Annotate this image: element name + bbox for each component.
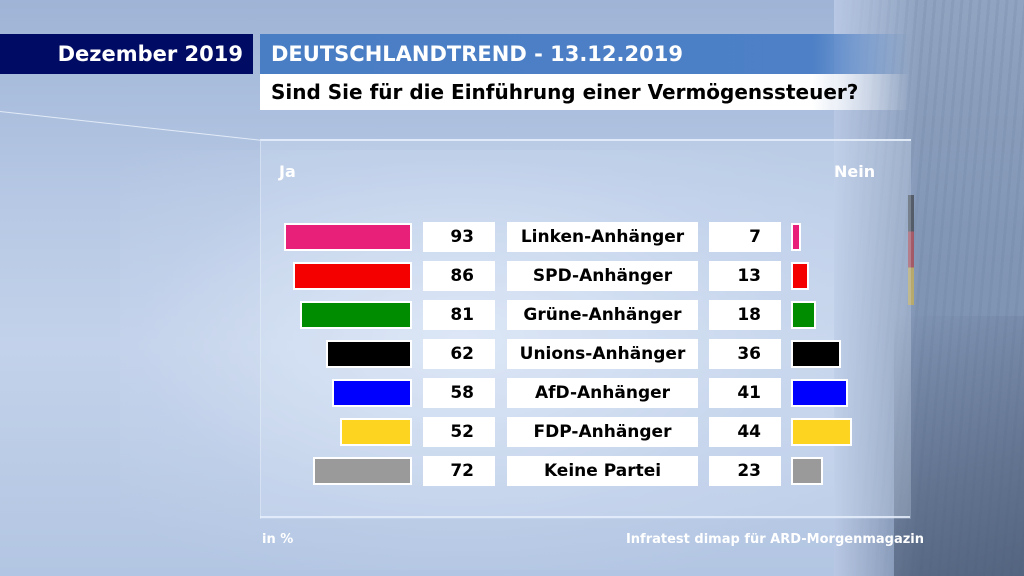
bar-nein: [791, 301, 816, 329]
chart-title: DEUTSCHLANDTREND - 13.12.2019: [260, 34, 910, 74]
category-label: FDP-Anhänger: [507, 417, 698, 447]
value-nein: 23: [709, 456, 781, 486]
decorative-line: [0, 111, 261, 141]
bar-ja: [340, 418, 412, 446]
bar-nein: [791, 418, 852, 446]
category-label: Keine Partei: [507, 456, 698, 486]
column-label-ja: Ja: [279, 162, 296, 181]
bar-ja: [300, 301, 412, 329]
value-nein: 36: [709, 339, 781, 369]
chart-row: 62 Unions-Anhänger 36: [0, 339, 1024, 369]
plenary-floor-image: [894, 316, 1024, 576]
value-nein: 13: [709, 261, 781, 291]
bar-nein: [791, 340, 841, 368]
bar-nein: [791, 262, 809, 290]
column-label-nein: Nein: [834, 162, 876, 181]
source-label: Infratest dimap für ARD-Morgenmagazin: [625, 532, 924, 547]
chart-row: 58 AfD-Anhänger 41: [0, 378, 1024, 408]
bar-ja: [293, 262, 412, 290]
value-ja: 72: [423, 456, 495, 486]
category-label: Linken-Anhänger: [507, 222, 698, 252]
chart-row: 93 Linken-Anhänger 7: [0, 222, 1024, 252]
bar-ja: [312, 457, 412, 485]
category-label: Grüne-Anhänger: [507, 300, 698, 330]
bar-ja: [326, 340, 412, 368]
value-nein: 18: [709, 300, 781, 330]
chart-panel-bottom-line: [260, 516, 910, 518]
value-ja: 86: [423, 261, 495, 291]
chart-question: Sind Sie für die Einführung einer Vermög…: [260, 74, 910, 110]
value-nein: 44: [709, 417, 781, 447]
chart-row: 72 Keine Partei 23: [0, 456, 1024, 486]
value-ja: 58: [423, 378, 495, 408]
chart-row: 81 Grüne-Anhänger 18: [0, 300, 1024, 330]
bar-ja: [283, 223, 412, 251]
unit-label: in %: [262, 532, 294, 547]
bar-ja: [331, 379, 412, 407]
value-nein: 41: [709, 378, 781, 408]
category-label: AfD-Anhänger: [507, 378, 698, 408]
value-nein: 7: [709, 222, 781, 252]
flag-image: [908, 195, 914, 305]
value-ja: 52: [423, 417, 495, 447]
chart-row: 52 FDP-Anhänger 44: [0, 417, 1024, 447]
chart-row: 86 SPD-Anhänger 13: [0, 261, 1024, 291]
category-label: SPD-Anhänger: [507, 261, 698, 291]
bar-nein: [791, 223, 801, 251]
bar-nein: [791, 457, 823, 485]
bar-nein: [791, 379, 848, 407]
value-ja: 93: [423, 222, 495, 252]
category-label: Unions-Anhänger: [507, 339, 698, 369]
date-label: Dezember 2019: [0, 34, 253, 74]
value-ja: 62: [423, 339, 495, 369]
value-ja: 81: [423, 300, 495, 330]
